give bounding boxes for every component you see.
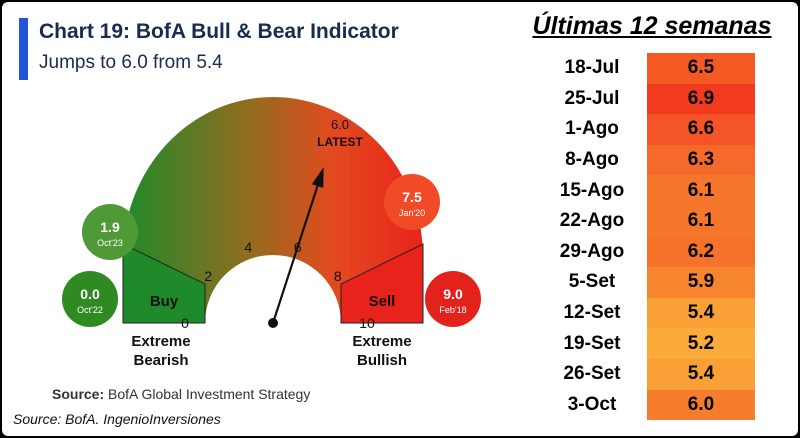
zone-label-sell: Sell — [369, 293, 396, 310]
callout-date: Oct'22 — [77, 305, 103, 315]
zone-sell — [340, 243, 424, 324]
callout-bubble — [82, 204, 138, 260]
extreme-bullish-line2: Bullish — [357, 352, 407, 369]
callout-bubble — [425, 271, 481, 327]
week-value: 5.4 — [647, 358, 755, 390]
table-row: 19-Set 5.2 — [537, 328, 755, 359]
gauge-tick-label: 10 — [359, 315, 375, 331]
table-row: 5-Set 5.9 — [537, 267, 755, 298]
source-label: Source: — [52, 386, 105, 402]
callout-value: 7.5 — [402, 189, 422, 205]
week-value: 6.1 — [647, 205, 755, 237]
week-value: 6.9 — [647, 83, 755, 115]
week-value: 5.2 — [647, 328, 755, 359]
callout-value: 1.9 — [100, 219, 120, 235]
gauge-needle — [271, 185, 319, 324]
callout-date: Oct'23 — [97, 238, 123, 248]
week-date: 18-Jul — [564, 57, 620, 79]
week-date: 15-Ago — [559, 179, 625, 201]
week-date: 12-Set — [563, 302, 621, 324]
zone-buy — [122, 243, 206, 324]
chart-source: Source: BofA Global Investment Strategy — [52, 386, 310, 402]
table-row: 18-Jul 6.5 — [537, 53, 755, 84]
callout-bubble — [384, 174, 440, 230]
week-date: 19-Set — [563, 332, 621, 354]
gauge-needle-tip — [311, 167, 324, 188]
week-value: 6.3 — [647, 144, 755, 176]
gauge-needle-pivot — [268, 318, 278, 328]
week-date: 25-Jul — [564, 87, 620, 109]
week-date: 3-Oct — [567, 393, 617, 415]
latest-caption: LATEST — [317, 135, 363, 149]
week-value: 6.6 — [647, 114, 755, 145]
week-value: 5.4 — [647, 297, 755, 329]
gauge-tick-label: 8 — [334, 268, 342, 284]
zone-label-buy: Buy — [150, 293, 179, 310]
table-row: 26-Set 5.4 — [537, 358, 755, 390]
extreme-bearish-line1: Extreme — [131, 333, 190, 350]
callout-bubble — [62, 271, 118, 327]
extreme-bearish-line2: Bearish — [133, 352, 188, 369]
bull-bear-gauge: BuySell02468106.0LATESTExtremeBearishExt… — [62, 97, 481, 369]
week-date: 22-Ago — [559, 210, 625, 232]
week-value: 6.0 — [647, 389, 755, 421]
chart-title: Chart 19: BofA Bull & Bear Indicator — [39, 20, 399, 43]
table-row: 25-Jul 6.9 — [537, 83, 755, 115]
extreme-bullish-line1: Extreme — [352, 333, 411, 350]
week-date: 29-Ago — [559, 240, 625, 262]
week-date: 5-Set — [568, 271, 616, 293]
table-row: 1-Ago 6.6 — [537, 114, 755, 145]
image-caption: Source: BofA. IngenioInversiones — [13, 411, 221, 427]
week-value: 5.9 — [647, 267, 755, 298]
weekly-values-table: 18-Jul 6.5 25-Jul 6.9 1-Ago 6.6 8-Ago 6.3 15-Ago… — [537, 53, 755, 421]
week-date: 8-Ago — [565, 149, 619, 171]
table-row: 12-Set 5.4 — [537, 297, 755, 329]
callout-value: 0.0 — [80, 286, 100, 302]
table-row: 15-Ago 6.1 — [537, 175, 755, 206]
table-title: Últimas 12 semanas — [532, 12, 772, 40]
callout-date: Jan'20 — [399, 208, 425, 218]
week-date: 26-Set — [563, 363, 621, 385]
table-row: 29-Ago 6.2 — [537, 236, 755, 268]
gauge-tick-label: 4 — [244, 239, 252, 255]
gauge-tick-label: 0 — [181, 315, 189, 331]
table-row: 22-Ago 6.1 — [537, 205, 755, 237]
source-text: BofA Global Investment Strategy — [108, 386, 311, 402]
gauge-arc — [123, 97, 423, 323]
week-value: 6.2 — [647, 236, 755, 268]
callout-value: 9.0 — [443, 286, 463, 302]
callout-date: Feb'18 — [439, 305, 466, 315]
table-row: 8-Ago 6.3 — [537, 144, 755, 176]
table-row: 3-Oct 6.0 — [537, 389, 755, 421]
title-accent-bar — [19, 18, 28, 80]
chart-subtitle: Jumps to 6.0 from 5.4 — [39, 52, 223, 73]
week-value: 6.1 — [647, 175, 755, 206]
latest-value: 6.0 — [331, 117, 349, 132]
week-date: 1-Ago — [565, 118, 619, 140]
week-value: 6.5 — [647, 53, 755, 84]
gauge-tick-label: 2 — [204, 268, 212, 284]
